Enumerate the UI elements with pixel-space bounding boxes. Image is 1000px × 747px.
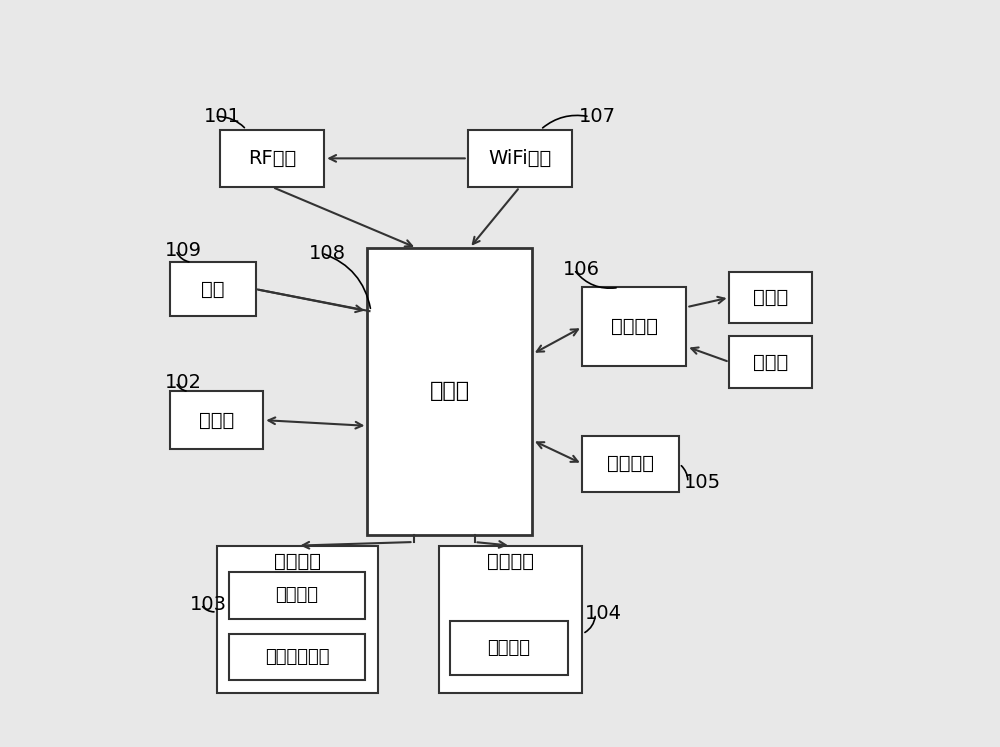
Bar	[229, 572, 365, 619]
Bar	[729, 272, 812, 323]
Text: 触控面板: 触控面板	[276, 586, 319, 604]
Bar	[229, 633, 365, 681]
Text: 扬声器: 扬声器	[753, 288, 788, 307]
Text: 101: 101	[204, 108, 241, 126]
Text: 音频电路: 音频电路	[611, 317, 658, 336]
Text: 108: 108	[309, 244, 346, 262]
Text: 显示面板: 显示面板	[487, 639, 530, 657]
Text: 电源: 电源	[201, 279, 225, 299]
Bar	[582, 436, 679, 492]
Text: 103: 103	[190, 595, 227, 614]
Text: 输入单元: 输入单元	[274, 552, 321, 571]
Text: 显示单元: 显示单元	[487, 552, 534, 571]
Bar	[170, 262, 256, 316]
Text: 106: 106	[563, 260, 600, 279]
Text: WiFi模块: WiFi模块	[488, 149, 551, 168]
Text: 蓝牙模块: 蓝牙模块	[607, 454, 654, 474]
Bar	[439, 545, 582, 692]
Bar	[220, 130, 324, 187]
Text: 107: 107	[579, 108, 616, 126]
Text: 102: 102	[165, 373, 202, 391]
Bar	[367, 248, 532, 535]
Text: 105: 105	[684, 473, 721, 492]
Text: 104: 104	[585, 604, 622, 623]
Bar	[729, 336, 812, 388]
Text: RF电路: RF电路	[248, 149, 296, 168]
Text: 109: 109	[165, 241, 202, 260]
Bar	[170, 391, 263, 449]
Text: 存储器: 存储器	[199, 411, 234, 430]
Text: 其他输入设备: 其他输入设备	[265, 648, 329, 666]
Bar	[450, 621, 568, 675]
Bar	[582, 288, 686, 366]
Text: 传声器: 传声器	[753, 353, 788, 371]
Bar	[468, 130, 572, 187]
Bar	[217, 545, 378, 692]
Text: 处理器: 处理器	[430, 382, 470, 401]
